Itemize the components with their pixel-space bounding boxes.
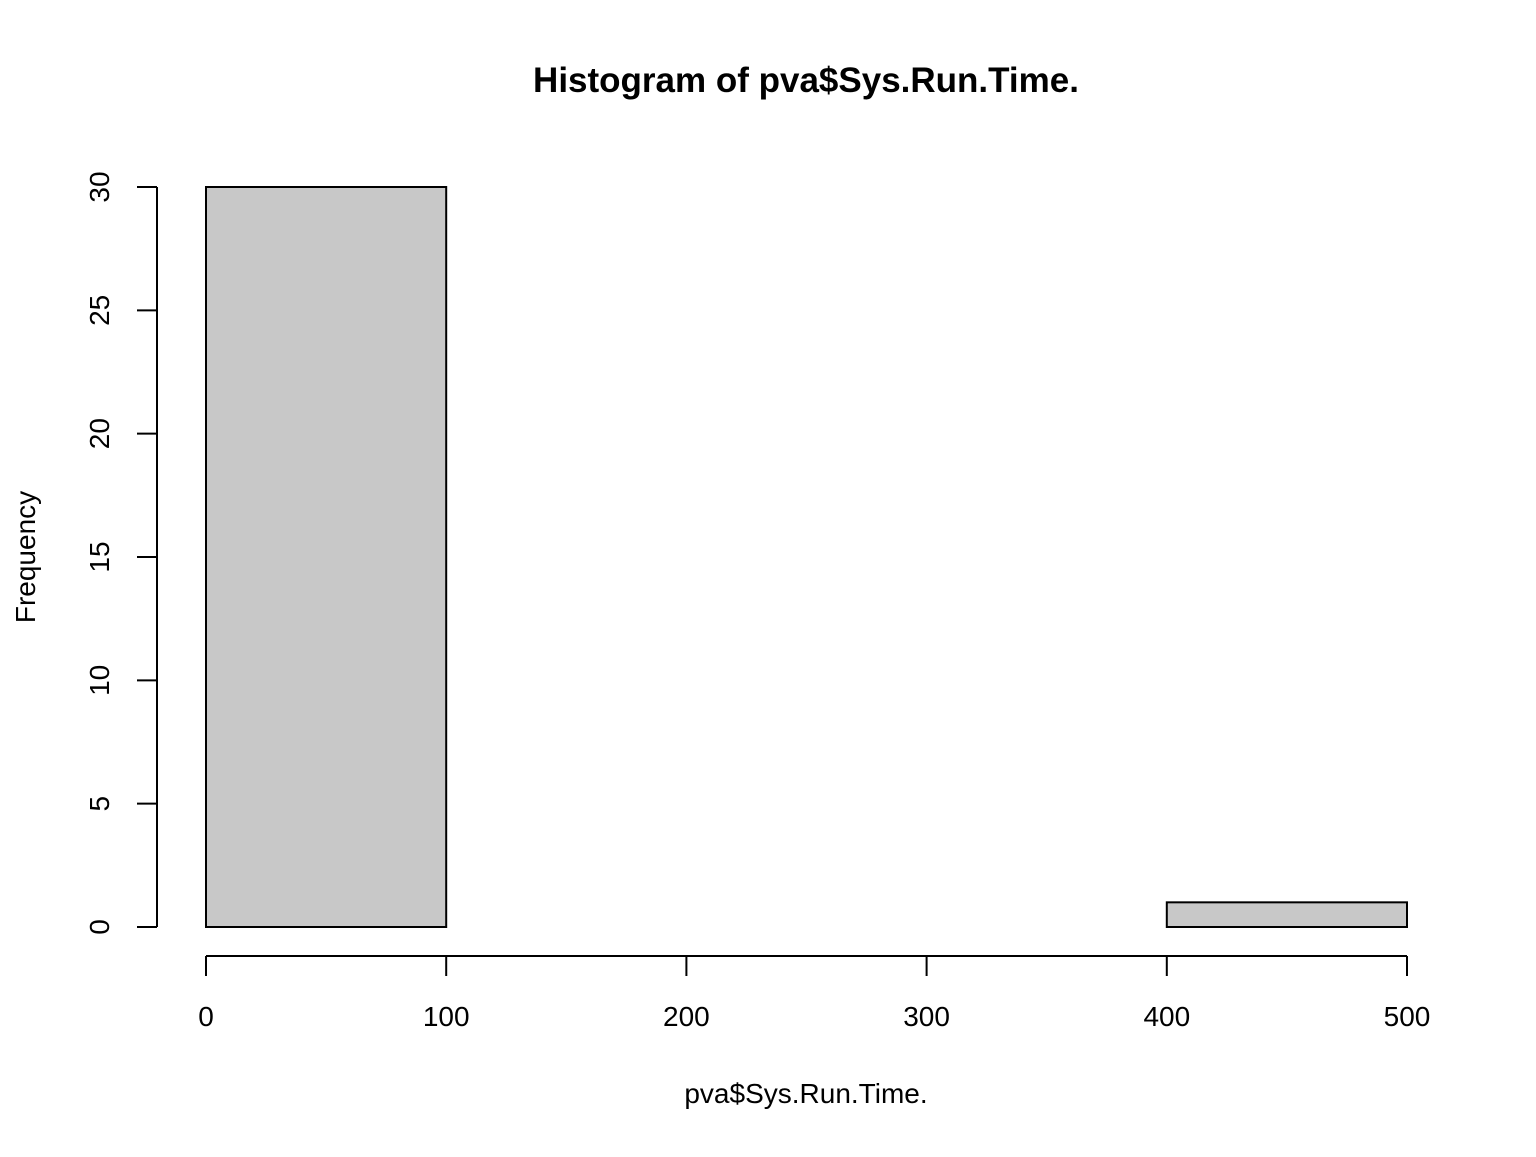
y-axis: 0 5 10 15 20 25 30 [84,171,158,935]
chart-title: Histogram of pva$Sys.Run.Time. [533,61,1079,100]
y-tick-label: 15 [84,541,115,572]
x-tick-label: 500 [1384,1001,1431,1032]
x-tick-label: 400 [1143,1001,1190,1032]
histogram-bar-4 [1165,901,1409,928]
y-axis-label: Frequency [10,491,41,623]
x-axis-label: pva$Sys.Run.Time. [684,1078,927,1109]
histogram-bars [205,186,1409,928]
x-tick-label: 200 [663,1001,710,1032]
x-tick-label: 0 [198,1001,214,1032]
x-tick-label: 100 [423,1001,470,1032]
x-axis: 0 100 200 300 400 500 [198,955,1431,1032]
y-tick-label: 0 [84,919,115,935]
y-tick-label: 30 [84,171,115,202]
y-tick-label: 10 [84,665,115,696]
y-tick-label: 5 [84,796,115,812]
x-tick-label: 300 [903,1001,950,1032]
y-tick-label: 20 [84,418,115,449]
histogram-bar-0 [205,186,448,928]
y-tick-label: 25 [84,295,115,326]
